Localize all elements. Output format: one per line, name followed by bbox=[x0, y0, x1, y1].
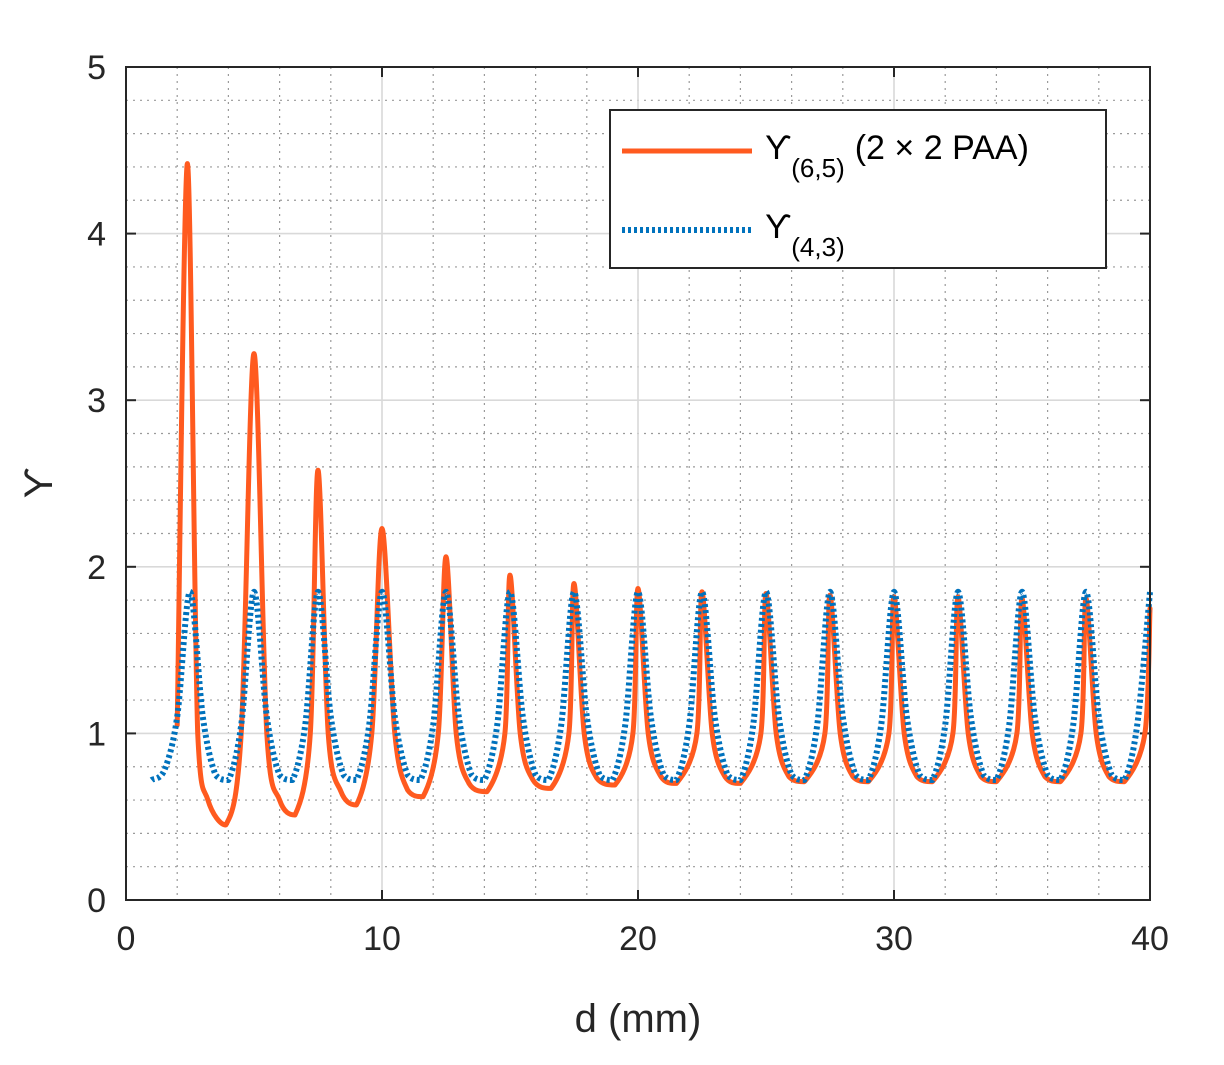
legend-subscript-series-1: (6,5) bbox=[791, 153, 844, 183]
x-tick-label: 10 bbox=[363, 920, 401, 958]
series-line-1 bbox=[174, 161, 1153, 828]
y-axis-label: ϒ bbox=[17, 467, 61, 498]
tick-labels: 0 10 20 30 40 0 1 2 3 4 5 bbox=[87, 49, 1169, 958]
series-line-2 bbox=[149, 588, 1153, 783]
series-layer bbox=[149, 161, 1153, 828]
y-tick-label: 4 bbox=[87, 216, 106, 254]
legend-suffix-series-1: (2 × 2 PAA) bbox=[855, 129, 1029, 167]
y-tick-label: 3 bbox=[87, 382, 106, 420]
legend-label-series-2: ϒ(4,3) bbox=[765, 208, 845, 262]
legend-label-series-1: ϒ(6,5) (2 × 2 PAA) bbox=[765, 129, 1029, 183]
legend-symbol-series-2: ϒ bbox=[765, 208, 791, 246]
y-tick-label: 0 bbox=[87, 882, 106, 920]
x-tick-label: 0 bbox=[117, 920, 136, 958]
x-tick-label: 20 bbox=[619, 920, 657, 958]
x-tick-label: 40 bbox=[1131, 920, 1169, 958]
legend: ϒ(6,5)(2 × 2 PAA) ϒ(4,3) bbox=[609, 109, 1107, 269]
x-tick-label: 30 bbox=[875, 920, 913, 958]
legend-box bbox=[609, 109, 1107, 269]
y-tick-label: 5 bbox=[87, 49, 106, 87]
x-axis-label: d (mm) bbox=[575, 997, 702, 1041]
y-tick-label: 2 bbox=[87, 549, 106, 587]
y-tick-label: 1 bbox=[87, 715, 106, 753]
legend-subscript-series-2: (4,3) bbox=[791, 232, 844, 262]
plot-frame bbox=[125, 66, 1151, 901]
legend-symbol-series-1: ϒ bbox=[765, 129, 791, 167]
